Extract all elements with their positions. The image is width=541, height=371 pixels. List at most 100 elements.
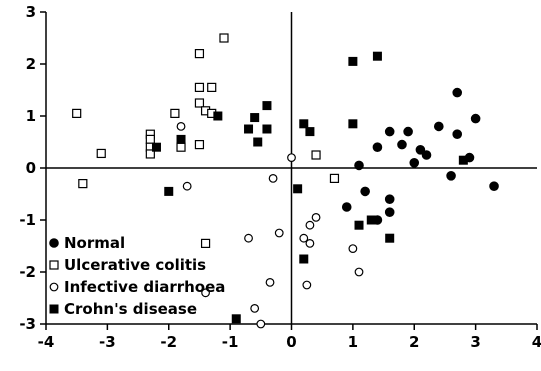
x-tick-label: -2 [160,333,177,351]
series-2 [176,121,364,329]
data-point [421,150,432,160]
data-point [403,126,413,137]
data-point [385,233,395,243]
data-point [176,134,186,144]
y-tick-label: -2 [19,263,36,281]
data-point [231,314,241,324]
data-point [354,160,364,171]
data-point [360,186,370,197]
data-point [151,142,161,152]
legend-label: Normal [64,234,125,252]
data-point [372,51,382,61]
data-point [470,113,481,124]
data-point [194,82,205,93]
data-point [250,304,260,313]
data-point [72,108,82,119]
data-point [305,220,315,230]
data-point [434,121,444,132]
data-point [250,113,260,123]
data-point [299,233,309,243]
data-point [409,158,420,168]
data-point [348,56,358,66]
y-tick-label: 0 [26,159,36,177]
x-tick-label: 4 [532,333,541,351]
data-point [384,194,395,204]
data-point [145,134,155,144]
data-point [299,119,309,129]
data-point [262,101,272,111]
data-point [372,142,383,152]
series-0 [341,87,499,225]
data-point [207,82,217,93]
data-point [452,87,463,98]
series-3 [151,51,468,324]
y-tick-label: 3 [26,3,36,21]
data-point [452,129,463,139]
data-point [268,173,278,183]
data-point [287,153,296,163]
data-point [274,228,284,238]
data-point [182,181,192,191]
data-point [213,111,223,121]
data-point [489,181,499,191]
data-point [311,150,321,160]
legend-marker [49,282,59,292]
points-layer [72,33,499,329]
x-tick-label: 1 [348,333,358,351]
x-tick-label: 0 [286,333,296,351]
data-point [201,288,210,298]
data-point [253,137,263,147]
series-1 [72,33,340,248]
legend-item: Infective diarrhoea [49,278,225,296]
y-tick-label: -3 [19,315,36,333]
legend-item: Ulcerative colitis [49,256,206,274]
data-point [458,155,468,165]
y-tick-label: 1 [26,107,36,125]
x-tick-label: -4 [38,333,55,351]
x-tick-label: 3 [470,333,480,351]
legend-label: Infective diarrhoea [64,278,225,296]
data-point [341,202,352,212]
data-point [366,215,376,225]
data-point [384,126,395,137]
data-point [256,319,266,329]
y-tick-label: 2 [26,55,36,73]
data-point [415,145,426,155]
data-point [176,121,186,131]
data-point [265,278,275,287]
data-point [200,238,211,248]
data-point [262,124,272,134]
data-point [78,179,88,189]
legend-label: Crohn's disease [64,300,197,318]
data-point [348,119,358,129]
y-tick-label: -1 [19,211,36,229]
data-point [348,244,358,254]
data-point [354,267,364,277]
legend-item: Crohn's disease [49,300,197,318]
data-point [446,171,456,181]
data-point [305,127,315,137]
data-point [96,148,106,159]
data-point [194,140,205,150]
legend-item: Normal [49,234,125,252]
data-point [305,238,315,248]
data-point [194,48,205,59]
data-point [244,124,254,134]
x-tick-label: -3 [99,333,116,351]
legend-marker [49,304,59,314]
legend: Normal Ulcerative colitis Infective diarrh… [49,234,225,318]
data-point [244,233,253,243]
data-point [302,280,312,290]
data-point [194,98,205,108]
legend-label: Ulcerative colitis [64,256,206,274]
data-point [397,139,407,150]
data-point [145,149,155,159]
data-point [219,33,229,43]
legend-marker [49,260,59,270]
legend-marker [49,238,59,248]
data-point [293,184,303,194]
data-point [164,186,174,196]
